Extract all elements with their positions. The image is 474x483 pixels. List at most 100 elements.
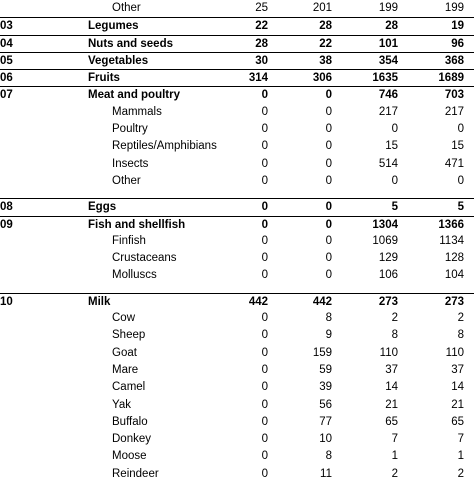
row-value-4: 199 bbox=[444, 2, 464, 14]
table-row: Buffalo 0 77 65 65 bbox=[0, 414, 474, 431]
row-value-3: 106 bbox=[378, 269, 398, 282]
row-value-1: 30 bbox=[255, 54, 268, 67]
table-row: Poultry 0 0 0 0 bbox=[0, 121, 474, 138]
row-value-3: 1635 bbox=[372, 72, 398, 85]
row-name: Legumes bbox=[88, 20, 139, 33]
table-row: Finfish 0 0 1069 1134 bbox=[0, 233, 474, 250]
row-value-4: 21 bbox=[451, 398, 464, 411]
table-row-group: 08 Eggs 0 0 5 5 bbox=[0, 198, 474, 215]
row-value-1: 0 bbox=[261, 89, 268, 102]
row-name: Fish and shellfish bbox=[88, 218, 186, 231]
row-value-2: 159 bbox=[312, 346, 332, 359]
row-value-1: 0 bbox=[261, 329, 268, 342]
row-value-3: 8 bbox=[391, 329, 398, 342]
row-value-1: 25 bbox=[255, 2, 268, 14]
table-row: Moose 0 8 1 1 bbox=[0, 448, 474, 465]
row-value-3: 1069 bbox=[372, 234, 398, 247]
row-code: 08 bbox=[0, 201, 13, 214]
row-name: Poultry bbox=[112, 123, 148, 136]
row-value-1: 0 bbox=[261, 467, 268, 480]
row-value-3: 7 bbox=[391, 433, 398, 446]
row-name: Crustaceans bbox=[112, 252, 177, 265]
row-value-2: 56 bbox=[319, 398, 332, 411]
row-value-4: 0 bbox=[457, 123, 464, 136]
row-value-3: 129 bbox=[378, 252, 398, 265]
table-row: Mammals 0 0 217 217 bbox=[0, 104, 474, 121]
row-value-1: 0 bbox=[261, 381, 268, 394]
row-name: Nuts and seeds bbox=[88, 37, 173, 50]
table-row: Crustaceans 0 0 129 128 bbox=[0, 250, 474, 267]
row-name: Yak bbox=[112, 398, 131, 411]
row-value-2: 59 bbox=[319, 363, 332, 376]
row-value-3: 14 bbox=[385, 381, 398, 394]
row-name: Camel bbox=[112, 381, 146, 394]
row-value-3: 746 bbox=[378, 89, 398, 102]
row-value-1: 28 bbox=[255, 37, 268, 50]
row-value-4: 96 bbox=[451, 37, 464, 50]
row-value-1: 0 bbox=[261, 123, 268, 136]
row-name: Sheep bbox=[112, 329, 146, 342]
row-code: 03 bbox=[0, 20, 13, 33]
row-value-3: 0 bbox=[391, 123, 398, 136]
row-name: Other bbox=[112, 174, 141, 187]
row-value-4: 0 bbox=[457, 174, 464, 187]
row-value-4: 217 bbox=[444, 105, 464, 118]
row-value-2: 0 bbox=[325, 252, 332, 265]
row-name: Vegetables bbox=[88, 54, 149, 67]
row-value-1: 0 bbox=[261, 433, 268, 446]
row-value-3: 514 bbox=[378, 157, 398, 170]
row-name: Molluscs bbox=[112, 269, 157, 282]
row-value-2: 0 bbox=[325, 201, 332, 214]
row-value-2: 39 bbox=[319, 381, 332, 394]
row-name: Insects bbox=[112, 157, 149, 170]
row-value-4: 37 bbox=[451, 363, 464, 376]
row-code: 06 bbox=[0, 72, 13, 85]
row-value-1: 0 bbox=[261, 398, 268, 411]
row-code: 04 bbox=[0, 37, 13, 50]
table-row-group: 10 Milk 442 442 273 273 bbox=[0, 292, 474, 310]
table-row-group: 03 Legumes 22 28 28 19 bbox=[0, 17, 474, 34]
row-value-3: 110 bbox=[379, 346, 398, 359]
row-value-4: 128 bbox=[444, 252, 464, 265]
row-name: Fruits bbox=[88, 72, 120, 85]
row-value-4: 65 bbox=[451, 415, 464, 428]
row-name: Mammals bbox=[112, 105, 162, 118]
table-row: Yak 0 56 21 21 bbox=[0, 397, 474, 414]
table-row: Molluscs 0 0 106 104 bbox=[0, 267, 474, 284]
row-name: Buffalo bbox=[112, 415, 148, 428]
row-value-2: 0 bbox=[325, 174, 332, 187]
row-value-1: 0 bbox=[261, 157, 268, 170]
row-value-2: 0 bbox=[325, 123, 332, 136]
row-value-1: 0 bbox=[261, 415, 268, 428]
row-value-3: 1 bbox=[391, 450, 398, 463]
row-value-3: 199 bbox=[378, 2, 398, 14]
row-value-1: 0 bbox=[261, 450, 268, 463]
row-value-1: 0 bbox=[261, 269, 268, 282]
row-value-3: 354 bbox=[378, 54, 398, 67]
row-value-4: 273 bbox=[444, 295, 464, 308]
row-value-2: 11 bbox=[320, 467, 332, 480]
row-value-4: 1366 bbox=[438, 218, 464, 231]
row-name: Goat bbox=[112, 346, 137, 359]
table-row: Other 0 0 0 0 bbox=[0, 173, 474, 190]
row-value-3: 28 bbox=[385, 20, 398, 33]
row-value-4: 2 bbox=[457, 312, 464, 325]
row-value-2: 0 bbox=[325, 140, 332, 153]
row-value-2: 442 bbox=[312, 295, 332, 308]
row-value-3: 2 bbox=[391, 312, 398, 325]
row-value-4: 471 bbox=[444, 157, 464, 170]
row-value-1: 314 bbox=[248, 72, 268, 85]
row-value-4: 1 bbox=[457, 450, 464, 463]
row-value-1: 0 bbox=[261, 312, 268, 325]
row-name: Moose bbox=[112, 450, 147, 463]
row-value-1: 0 bbox=[261, 234, 268, 247]
row-value-4: 2 bbox=[457, 467, 464, 480]
row-name: Finfish bbox=[112, 234, 146, 247]
row-value-3: 37 bbox=[385, 363, 398, 376]
table-row-group: 09 Fish and shellfish 0 0 1304 1366 bbox=[0, 215, 474, 233]
row-value-2: 0 bbox=[325, 269, 332, 282]
row-value-4: 1689 bbox=[438, 72, 464, 85]
row-value-4: 1134 bbox=[439, 234, 464, 247]
row-value-2: 201 bbox=[312, 2, 332, 14]
